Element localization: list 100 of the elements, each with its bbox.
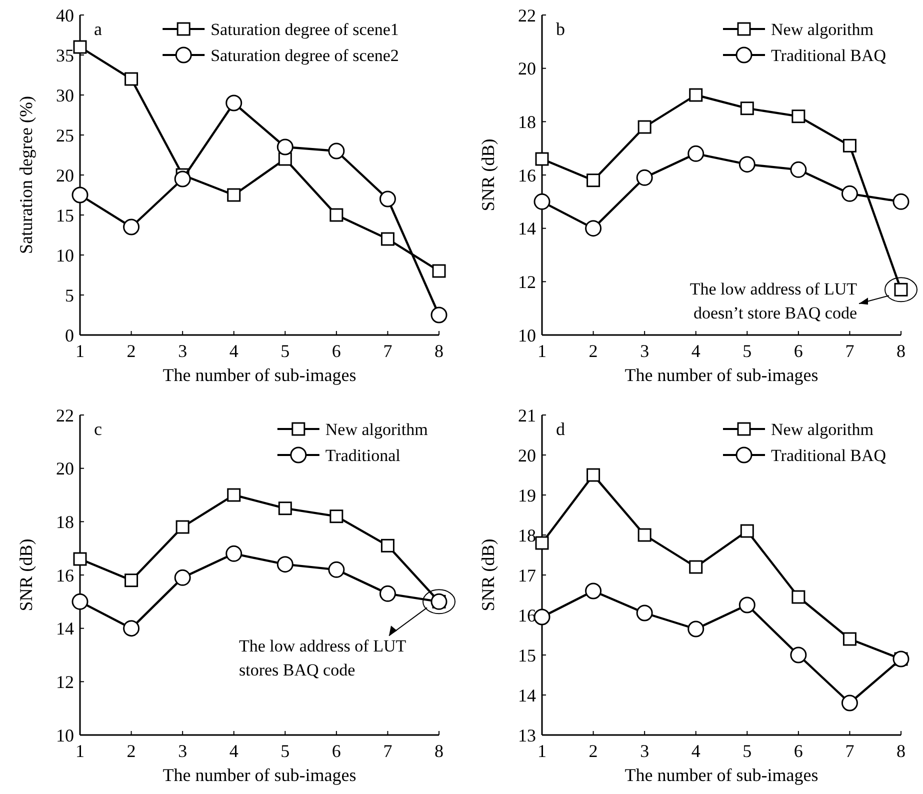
x-axis-title: The number of sub-images [624, 365, 818, 385]
point [586, 468, 600, 482]
point [328, 142, 345, 160]
y-tick-label: 25 [56, 125, 74, 146]
y-tick-label: 18 [518, 525, 536, 546]
point [72, 186, 88, 204]
point [842, 632, 856, 646]
point [330, 510, 344, 524]
y-tick-label: 14 [518, 218, 536, 239]
y-tick-label: 10 [518, 325, 536, 346]
point [689, 560, 703, 574]
x-axis-title: The number of sub-images [162, 365, 356, 385]
point [124, 574, 138, 588]
x-tick-label: 4 [229, 741, 238, 761]
point [586, 174, 600, 188]
y-tick-label: 20 [56, 165, 74, 186]
y-tick-label: 15 [56, 205, 74, 226]
x-tick-label: 8 [434, 741, 444, 761]
point [841, 185, 858, 202]
annotation: The low address of LUT stores BAQ code [239, 636, 407, 680]
legend-label: Traditional [325, 446, 401, 465]
legend-label: Saturation degree of scene1 [210, 20, 399, 39]
y-tick-label: 19 [518, 485, 536, 506]
y-tick-label: 20 [56, 458, 74, 479]
y-tick-label: 20 [518, 58, 536, 79]
x-tick-label: 8 [434, 341, 444, 361]
x-tick-label: 8 [896, 341, 906, 361]
point [790, 646, 807, 664]
legend-label: New algorithm [325, 420, 428, 439]
x-tick-label: 7 [845, 341, 854, 361]
y-tick-label: 18 [56, 512, 74, 532]
point [379, 190, 396, 208]
point [740, 524, 754, 538]
y-tick-label: 14 [518, 685, 536, 706]
y-axis-title: SNR (dB) [478, 538, 498, 612]
point [124, 72, 138, 86]
point [123, 218, 140, 236]
point [534, 608, 550, 626]
y-tick-label: 15 [518, 645, 536, 666]
point [738, 596, 756, 614]
x-tick-label: 2 [588, 741, 598, 761]
point [226, 545, 242, 562]
y-tick-label: 30 [56, 85, 74, 106]
point [430, 306, 448, 324]
point [841, 694, 858, 712]
point [638, 120, 652, 134]
point [585, 220, 602, 237]
legend-label: New algorithm [771, 420, 874, 439]
legend-label: New algorithm [771, 20, 874, 39]
x-tick-label: 7 [383, 341, 392, 361]
y-tick-label: 13 [518, 725, 536, 746]
point [638, 528, 652, 542]
y-tick-label: 22 [518, 5, 536, 26]
x-tick-label: 4 [229, 341, 238, 361]
y-tick-label: 20 [518, 445, 536, 466]
point [73, 552, 87, 566]
legend-label: Traditional BAQ [771, 46, 886, 65]
point [276, 138, 294, 156]
point [227, 488, 241, 502]
point [535, 152, 549, 166]
y-axis-title: Saturation degree (%) [16, 96, 36, 254]
x-tick-label: 3 [178, 741, 188, 761]
annotation: The low address of LUT doesn’t store BAQ code [690, 280, 858, 323]
point [174, 170, 191, 188]
point [792, 110, 806, 124]
x-tick-label: 6 [332, 741, 341, 761]
x-tick-label: 3 [640, 741, 650, 761]
chart-title: c [94, 419, 102, 439]
chart-title: a [94, 19, 102, 39]
y-tick-label: 5 [65, 285, 74, 306]
x-tick-label: 4 [691, 741, 700, 761]
y-tick-label: 16 [518, 165, 536, 186]
point [792, 590, 806, 604]
y-tick-label: 12 [56, 672, 74, 692]
point [585, 582, 602, 600]
y-tick-label: 14 [56, 618, 74, 639]
point [379, 585, 396, 602]
y-tick-label: 10 [56, 725, 74, 746]
x-axis-title: The number of sub-images [162, 765, 356, 785]
x-tick-label: 5 [742, 341, 752, 361]
x-tick-label: 3 [178, 341, 188, 361]
x-tick-label: 5 [742, 741, 752, 761]
x-tick-label: 6 [794, 741, 803, 761]
y-axis-title: SNR (dB) [16, 538, 36, 612]
point [432, 264, 446, 278]
point [535, 536, 549, 550]
point [226, 94, 242, 112]
x-tick-label: 6 [332, 341, 341, 361]
point [176, 520, 190, 534]
point [689, 88, 703, 102]
y-tick-label: 35 [56, 45, 74, 66]
y-tick-label: 12 [518, 272, 536, 292]
chart-title: b [556, 19, 565, 39]
legend-label: Traditional BAQ [771, 446, 886, 465]
y-tick-label: 16 [56, 565, 74, 586]
chart-title: d [556, 419, 565, 439]
point [330, 208, 344, 222]
point [534, 193, 550, 210]
point [276, 556, 294, 573]
x-tick-label: 2 [588, 341, 598, 361]
